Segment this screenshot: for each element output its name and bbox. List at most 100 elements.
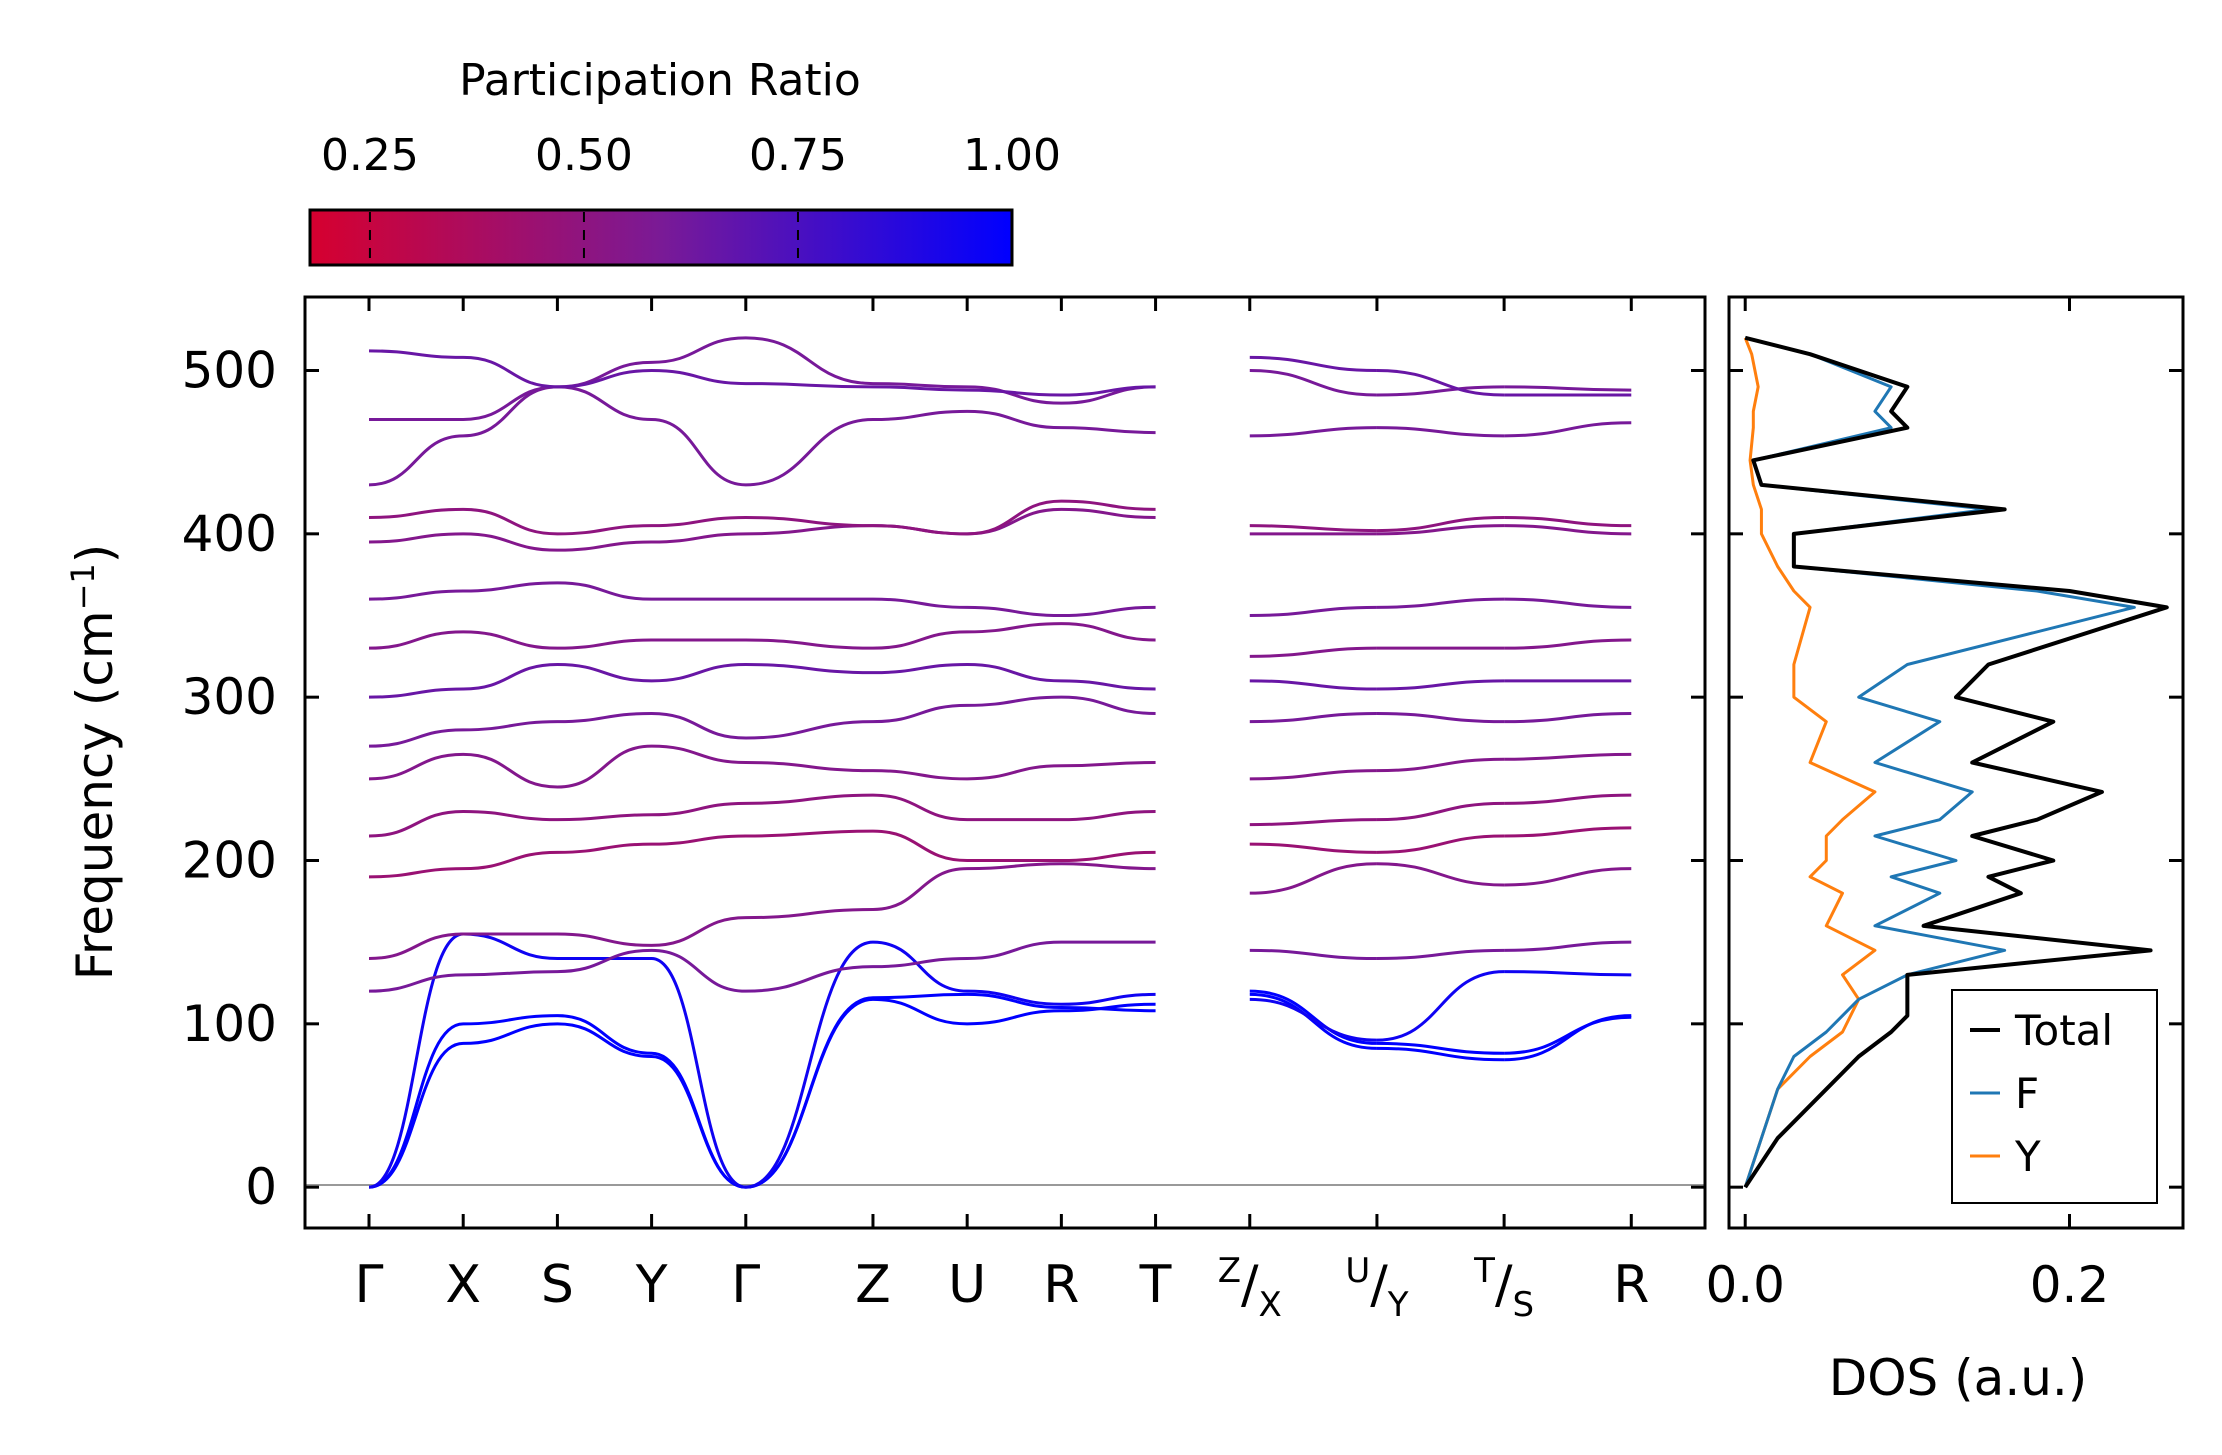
legend-y-label: Y [2014,1132,2041,1181]
x-tick-label: Z [855,1255,891,1315]
band-line-optic-12 [368,385,1156,487]
band-line-optic-8 [1504,638,1632,650]
band-line-optic-6 [1504,712,1632,724]
x-tick-label: Γ [355,1255,384,1315]
y-tick-label: 100 [182,995,277,1053]
band-line-optic-2 [1249,862,1377,895]
colorbar-title: Participation Ratio [459,55,861,106]
y-tick-label: 0 [245,1158,277,1216]
band-line-optic-2 [1376,862,1505,887]
x-tick-label: Y [635,1255,668,1315]
colorbar-tick-label: 0.50 [535,130,633,181]
dos-panel: 0.0 0.2 DOS (a.u.) Total F Y [1705,295,2185,1407]
dos-line-total [1743,335,2169,1189]
band-line-optic-9 [1249,605,1377,617]
band-line-acoustic-2 [1504,1015,1632,1055]
x-axis-ticks: Γ X S Y Γ Z U R T Z/XU/YT/S R [355,297,1649,1325]
band-line-optic-10 [1504,524,1632,536]
x-tick-label: Γ [731,1255,760,1315]
colorbar-tick-label: 0.25 [321,130,419,181]
band-line-optic-8 [368,622,1156,650]
band-line-optic-14 [1376,369,1505,397]
band-line-optic-5 [368,744,1156,789]
band-line-optic-5 [1376,757,1505,773]
band-line-optic-14 [368,349,1156,397]
band-line-acoustic-2 [1376,1041,1505,1055]
band-line-optic-7 [368,662,1156,699]
x-tick-label: R [1613,1255,1649,1315]
band-line-optic-1 [368,940,1156,993]
x-tick-label: U [948,1255,986,1315]
band-line-optic-5 [1504,752,1632,761]
band-line-optic-4 [1504,793,1632,805]
band-line-optic-13 [1376,385,1505,397]
band-line-acoustic-2 [368,992,1156,1189]
band-line-acoustic-3 [1376,970,1505,1042]
band-line-acoustic-3 [1504,970,1632,977]
dos-x-tick-label: 0.0 [1705,1256,1785,1314]
band-line-optic-6 [1249,712,1377,724]
band-line-optic-6 [1376,712,1505,724]
x-tick-label: R [1043,1255,1079,1315]
band-line-acoustic-3 [368,932,1156,1189]
x-tick-label: U/Y [1345,1251,1408,1325]
band-line-optic-5 [1249,769,1377,781]
band-line-optic-11 [1376,516,1505,533]
band-line-optic-9 [1504,597,1632,609]
band-line-optic-1 [1376,948,1505,960]
band-line-optic-13 [1249,369,1377,397]
band-line-optic-13 [369,336,1156,422]
band-line-optic-9 [1376,597,1505,609]
band-line-optic-3 [1376,834,1505,854]
colorbar-tick-label: 1.00 [963,130,1061,181]
band-line-optic-11 [368,499,1156,536]
band-line-optic-2 [1504,867,1632,887]
band-line-optic-14 [1249,355,1377,372]
band-line-optic-11 [1249,524,1377,533]
band-axes-frame [303,295,1707,1230]
y-tick-label: 200 [182,832,277,890]
legend: Total F Y [1951,989,2158,1204]
band-line-optic-4 [1376,801,1505,822]
band-line-optic-12 [1249,426,1377,438]
dos-ticks: 0.0 0.2 [1705,297,2183,1314]
colorbar-tick-label: 0.75 [749,130,847,181]
legend-f-label: F [2015,1069,2039,1118]
y-tick-label: 300 [182,668,277,726]
y-tick-label: 500 [182,342,277,400]
band-line-acoustic-1 [368,997,1156,1189]
colorbar-gradient [308,208,1014,267]
dos-axes-frame [1727,295,2185,1230]
band-line-optic-8 [1249,646,1377,658]
band-line-optic-12 [1376,426,1505,438]
y-axis-ticks: 0 100 200 300 400 500 [182,342,1705,1216]
band-line-optic-10 [368,507,1156,552]
band-line-optic-6 [368,695,1156,748]
y-tick-label: 400 [182,505,277,563]
band-line-acoustic-1 [1376,1046,1505,1062]
colorbar: Participation Ratio 0.25 0.50 0.75 1.00 [308,55,1061,267]
band-line-optic-13 [1504,385,1632,392]
band-line-optic-12 [1504,421,1632,438]
dos-lines [1743,335,2169,1189]
band-line-optic-7 [1249,679,1377,691]
dos-x-label: DOS (a.u.) [1829,1349,2088,1407]
band-line-optic-4 [368,793,1156,838]
band-line-acoustic-2 [1249,989,1377,1045]
band-line-optic-1 [1504,940,1632,952]
band-line-optic-9 [368,581,1156,618]
band-line-optic-1 [1249,948,1377,960]
x-tick-label: T/S [1473,1251,1534,1325]
band-line-optic-7 [1376,679,1505,691]
dos-x-tick-label: 0.2 [2030,1256,2110,1314]
legend-box [1951,989,2158,1204]
x-tick-label: S [541,1255,574,1315]
band-line-optic-3 [1249,842,1377,854]
y-axis-label: Frequency (cm−1) [64,544,124,981]
band-line-optic-4 [1249,818,1377,827]
x-tick-label: T [1139,1255,1172,1315]
band-line-acoustic-3 [1249,997,1377,1042]
band-line-optic-3 [368,829,1156,879]
